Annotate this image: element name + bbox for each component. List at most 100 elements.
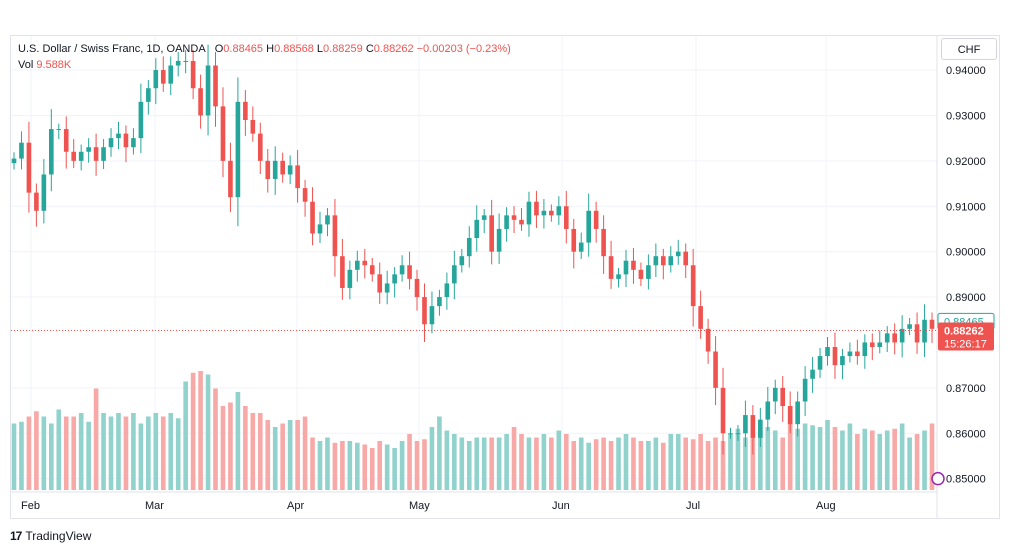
candle bbox=[608, 240, 614, 289]
volume-bar bbox=[526, 437, 532, 490]
volume-bar bbox=[705, 441, 711, 490]
volume-bar bbox=[653, 437, 659, 490]
volume-label: Vol bbox=[18, 59, 34, 71]
candle bbox=[310, 187, 315, 246]
candle bbox=[183, 50, 188, 74]
candle-body bbox=[153, 70, 159, 89]
y-tick-label: 0.94000 bbox=[946, 65, 986, 77]
candle bbox=[108, 128, 114, 157]
candle-body bbox=[11, 158, 17, 164]
candle bbox=[160, 56, 166, 92]
candle-body bbox=[481, 215, 487, 220]
close-value: 0.88262 bbox=[373, 43, 414, 55]
candle bbox=[914, 312, 920, 354]
volume-bar bbox=[235, 392, 241, 490]
candle bbox=[847, 342, 853, 363]
candle bbox=[56, 123, 62, 140]
candle-body bbox=[101, 147, 106, 161]
volume-bar bbox=[272, 427, 278, 490]
volume-bar bbox=[407, 434, 412, 490]
candle-body bbox=[407, 265, 412, 279]
volume-bar bbox=[638, 441, 644, 490]
candle bbox=[422, 283, 427, 342]
candle bbox=[571, 218, 577, 269]
candle-body bbox=[862, 342, 868, 357]
candle bbox=[690, 248, 696, 327]
candle bbox=[250, 106, 256, 142]
candle-body bbox=[914, 324, 920, 343]
volume-bar bbox=[317, 441, 323, 490]
footer-brand[interactable]: 17 TradingView bbox=[10, 529, 91, 543]
volume-value: 9.588K bbox=[36, 59, 72, 71]
candle bbox=[661, 248, 666, 280]
candle bbox=[563, 190, 569, 244]
candle-body bbox=[511, 215, 517, 220]
volume-bar bbox=[444, 430, 450, 490]
volume-bar bbox=[832, 427, 838, 490]
candle bbox=[384, 270, 390, 305]
candle bbox=[922, 304, 927, 357]
candle bbox=[899, 315, 905, 358]
candle-body bbox=[49, 129, 54, 175]
volume-bar bbox=[534, 437, 539, 490]
volume-bar bbox=[392, 448, 397, 490]
candle bbox=[317, 211, 323, 244]
volume-bar bbox=[481, 437, 487, 490]
open-label: O bbox=[214, 43, 224, 55]
candle bbox=[519, 208, 524, 231]
volume-bar bbox=[563, 434, 569, 490]
candle-body bbox=[429, 306, 435, 325]
candle-body bbox=[728, 433, 733, 435]
volume-bar bbox=[765, 427, 771, 490]
volume-bar bbox=[840, 430, 845, 490]
currency-button[interactable]: CHF bbox=[941, 38, 997, 60]
candle bbox=[11, 152, 17, 170]
candle-body bbox=[855, 351, 860, 357]
candle-body bbox=[183, 60, 188, 62]
candle bbox=[220, 87, 226, 178]
volume-bar bbox=[519, 434, 524, 490]
volume-bar bbox=[728, 434, 733, 490]
candle-body bbox=[243, 101, 248, 120]
candle-body bbox=[302, 188, 308, 202]
candle bbox=[257, 122, 263, 175]
candle-body bbox=[399, 265, 405, 275]
candle-body bbox=[608, 256, 614, 279]
candle bbox=[802, 366, 808, 416]
candle-body bbox=[802, 378, 808, 402]
candle-body bbox=[272, 160, 278, 180]
candle-body bbox=[765, 401, 771, 420]
candle-body bbox=[556, 206, 562, 216]
close-label: C bbox=[365, 43, 374, 55]
volume-bar bbox=[877, 434, 883, 490]
candle bbox=[862, 334, 868, 369]
volume-bar bbox=[855, 434, 860, 490]
symbol-title[interactable]: U.S. Dollar / Swiss Franc, 1D, OANDA bbox=[18, 43, 206, 55]
volume-bar bbox=[631, 437, 636, 490]
candle-body bbox=[638, 269, 644, 279]
candle-body bbox=[489, 215, 494, 252]
candle-body bbox=[631, 260, 636, 270]
volume-bar bbox=[608, 441, 614, 490]
candle bbox=[534, 190, 539, 229]
volume-bar bbox=[713, 437, 718, 490]
candle-body bbox=[123, 133, 129, 148]
candle-body bbox=[735, 433, 741, 435]
volume-bar bbox=[668, 434, 674, 490]
candle-body bbox=[250, 119, 256, 134]
candle-body bbox=[220, 106, 226, 161]
symbol-legend: U.S. Dollar / Swiss Franc, 1D, OANDA O 0.… bbox=[18, 41, 511, 73]
volume-bar bbox=[347, 441, 353, 490]
candle-body bbox=[56, 129, 62, 131]
volume-bar bbox=[907, 437, 912, 490]
candle-body bbox=[444, 283, 450, 298]
candle-body bbox=[720, 387, 726, 434]
volume-bar bbox=[26, 416, 32, 490]
candle bbox=[526, 191, 532, 237]
volume-bar bbox=[205, 374, 211, 490]
volume-bar bbox=[810, 425, 815, 490]
candle bbox=[466, 226, 472, 268]
x-tick-label: Jul bbox=[686, 500, 700, 512]
candle-body bbox=[907, 324, 912, 329]
